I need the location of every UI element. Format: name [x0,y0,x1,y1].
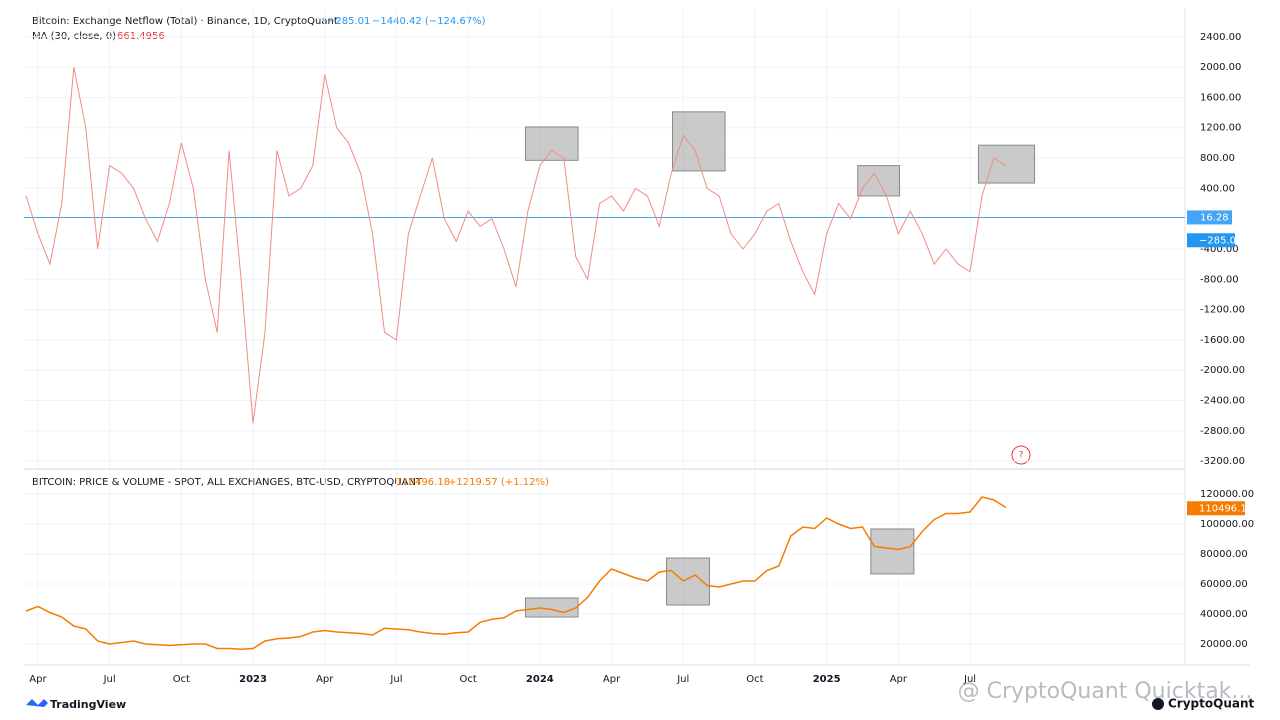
y-tick-label: 400.00 [1200,183,1235,194]
x-tick-label: 2023 [239,674,267,685]
y-tick-label: 60000.00 [1200,579,1248,590]
highlight-box [525,597,579,618]
series-line [25,67,1007,424]
last-value-label: 110496.18 [1199,503,1253,514]
y-tick-label: 800.00 [1200,153,1235,164]
x-tick-label: Apr [29,674,47,685]
last-value-badge [1187,233,1235,248]
last-value-badge [1187,501,1245,516]
change: +1219.57 (+1.12%) [448,477,549,488]
last-value-label: −285.01 [1199,235,1242,246]
x-tick-label: Oct [460,674,477,685]
y-tick-label: 40000.00 [1200,609,1248,620]
highlight-box [525,126,579,161]
chart-title: Bitcoin: Exchange Netflow (Total) · Bina… [32,16,338,27]
x-tick-label: Apr [316,674,334,685]
last-value: −285.01 [327,16,370,27]
x-tick-label: Jul [963,674,976,685]
x-tick-label: Apr [890,674,908,685]
watermark: @ CryptoQuant Quicktak... [958,679,1253,704]
cryptoquant-logo [1152,698,1164,710]
y-tick-label: 1600.00 [1200,92,1241,103]
y-tick-label: 100000.00 [1200,519,1254,530]
x-tick-label: Apr [603,674,621,685]
y-tick-label: 120000.00 [1200,489,1254,500]
x-tick-label: Oct [746,674,763,685]
y-tick-label: 2400.00 [1200,32,1241,43]
chart-title: BITCOIN: PRICE & VOLUME - SPOT, ALL EXCH… [32,477,423,488]
highlight-box [977,144,1036,184]
footer-right: CryptoQuant [1168,697,1255,711]
y-tick-label: -3200.00 [1200,456,1245,467]
x-tick-label: 2025 [813,674,841,685]
y-tick-label: 2000.00 [1200,62,1241,73]
y-tick-label: -2400.00 [1200,396,1245,407]
help-text[interactable]: ? [1019,451,1024,461]
y-tick-label: -2000.00 [1200,365,1245,376]
footer-left: TradingView [50,698,126,711]
x-tick-label: 2024 [526,674,554,685]
y-tick-label: -800.00 [1200,274,1239,285]
y-tick-label: 20000.00 [1200,639,1248,650]
change: −1440.42 (−124.67%) [372,16,486,27]
x-tick-label: Oct [173,674,190,685]
level-label: 16.28 [1200,212,1229,223]
y-tick-label: -400.00 [1200,244,1239,255]
y-tick-label: -1600.00 [1200,335,1245,346]
help-icon[interactable] [1011,445,1031,465]
x-tick-label: Jul [389,674,402,685]
y-tick-label: -2800.00 [1200,426,1245,437]
y-tick-label: 1200.00 [1200,123,1241,134]
y-tick-label: -1200.00 [1200,305,1245,316]
y-tick-label: 80000.00 [1200,549,1248,560]
x-tick-label: Jul [103,674,116,685]
highlight-box [870,528,915,575]
last-value: 110496.18 [396,477,450,488]
tradingview-logo [26,699,48,707]
level-badge [1187,210,1232,225]
x-tick-label: Jul [676,674,689,685]
series-line [25,496,1007,651]
